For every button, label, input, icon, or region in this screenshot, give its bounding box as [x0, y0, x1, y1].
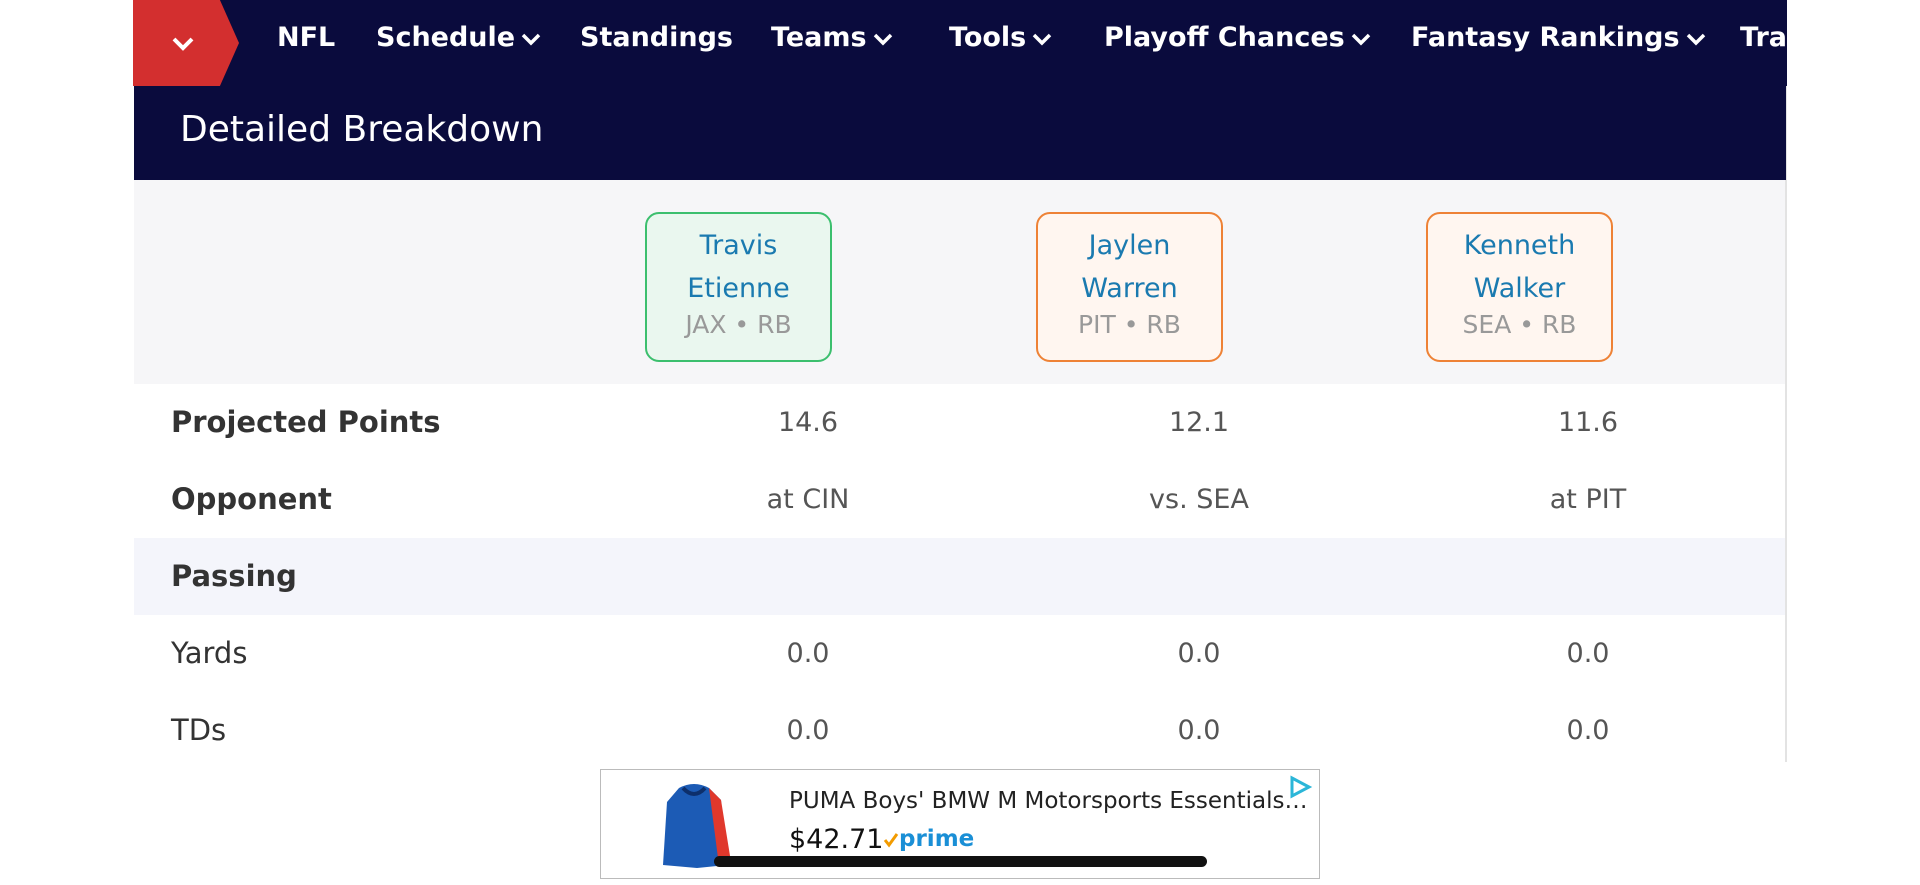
nav-item[interactable]: Tra — [1740, 0, 1787, 86]
stat-row: TDs 0.0 0.0 0.0 — [134, 692, 1785, 769]
player-card[interactable]: Jaylen Warren PIT • RB — [1036, 212, 1223, 362]
player-card[interactable]: Travis Etienne JAX • RB — [645, 212, 832, 362]
nav-item[interactable]: Schedule — [376, 0, 541, 86]
menu-toggle[interactable] — [133, 0, 239, 86]
nav-item[interactable]: Fantasy Rankings — [1411, 0, 1706, 86]
chevron — [1033, 33, 1052, 45]
nav-label: Tools — [949, 22, 1027, 53]
nav-label: Teams — [771, 22, 867, 53]
border — [1786, 86, 1787, 762]
cell-value: 11.6 — [1557, 407, 1619, 438]
row-label: Opponent — [171, 482, 332, 516]
last-name: Etienne — [687, 273, 790, 304]
nav-label: Standings — [580, 22, 733, 53]
first-name: Jaylen — [1088, 230, 1171, 261]
stat-row: Projected Points 14.6 12.1 11.6 — [134, 384, 1785, 461]
nav-item[interactable]: Standings — [580, 0, 733, 86]
nav-item[interactable]: NFL — [277, 0, 335, 86]
prime-badge: prime — [883, 826, 974, 852]
nav-item[interactable]: Teams — [771, 0, 893, 86]
first-name: Travis — [699, 230, 778, 261]
chevron — [873, 33, 892, 45]
nav-bar: NFL Schedule Standings Teams Tools Playoff Ch… — [133, 0, 1787, 86]
cell-value: at CIN — [766, 484, 850, 515]
section-row: Passing — [134, 538, 1785, 615]
last-name: Walker — [1473, 273, 1566, 304]
nav-label: Playoff Chances — [1104, 22, 1345, 53]
team-position: PIT • RB — [1078, 310, 1181, 339]
cell-value: at PIT — [1549, 484, 1627, 515]
nav-label: Tra — [1740, 22, 1787, 53]
check — [883, 832, 899, 847]
player-card[interactable]: Kenneth Walker SEA • RB — [1426, 212, 1613, 362]
stat-row: Yards 0.0 0.0 0.0 — [134, 615, 1785, 692]
row-label: Passing — [171, 559, 297, 593]
nav-label: Schedule — [376, 22, 516, 53]
chevron — [1686, 33, 1705, 45]
chevron — [172, 37, 194, 51]
cell-value: 0.0 — [1566, 638, 1610, 669]
last-name: Warren — [1081, 273, 1178, 304]
nav-item[interactable]: Playoff Chances — [1104, 0, 1371, 86]
home-indicator — [714, 856, 1207, 867]
breakdown-table: Travis Etienne JAX • RB Jaylen Warren PIT • R… — [134, 180, 1786, 762]
cell-value: 12.1 — [1168, 407, 1230, 438]
cell-value: 0.0 — [786, 638, 830, 669]
row-label: TDs — [171, 713, 227, 747]
cell-value: 14.6 — [777, 407, 839, 438]
team-position: SEA • RB — [1462, 310, 1577, 339]
title: Detailed Breakdown — [180, 109, 544, 150]
chevron — [521, 33, 541, 45]
ad-title: PUMA Boys' BMW M Motorsports Essentials… — [789, 788, 1308, 814]
ad-choice[interactable] — [1287, 774, 1313, 800]
chevron — [1351, 33, 1370, 45]
cell-value: 0.0 — [1566, 715, 1610, 746]
first-name: Kenneth — [1463, 230, 1576, 261]
prime-text: prime — [899, 826, 975, 852]
player-row: Travis Etienne JAX • RB Jaylen Warren PIT • R… — [134, 180, 1785, 384]
cell-value: 0.0 — [1177, 715, 1221, 746]
nav-item[interactable]: Tools — [949, 0, 1052, 86]
team-position: JAX • RB — [685, 310, 792, 339]
ad-price: $42.71 — [789, 824, 884, 855]
section-header: Detailed Breakdown — [134, 86, 1786, 180]
nav-label: NFL — [277, 22, 336, 53]
row-label: Yards — [171, 636, 248, 670]
row-label: Projected Points — [171, 405, 441, 439]
nav-label: Fantasy Rankings — [1411, 22, 1680, 53]
cell-value: 0.0 — [786, 715, 830, 746]
stat-row: Opponent at CIN vs. SEA at PIT — [134, 461, 1785, 538]
cell-value: 0.0 — [1177, 638, 1221, 669]
product-image — [663, 784, 731, 868]
cell-value: vs. SEA — [1149, 484, 1249, 515]
